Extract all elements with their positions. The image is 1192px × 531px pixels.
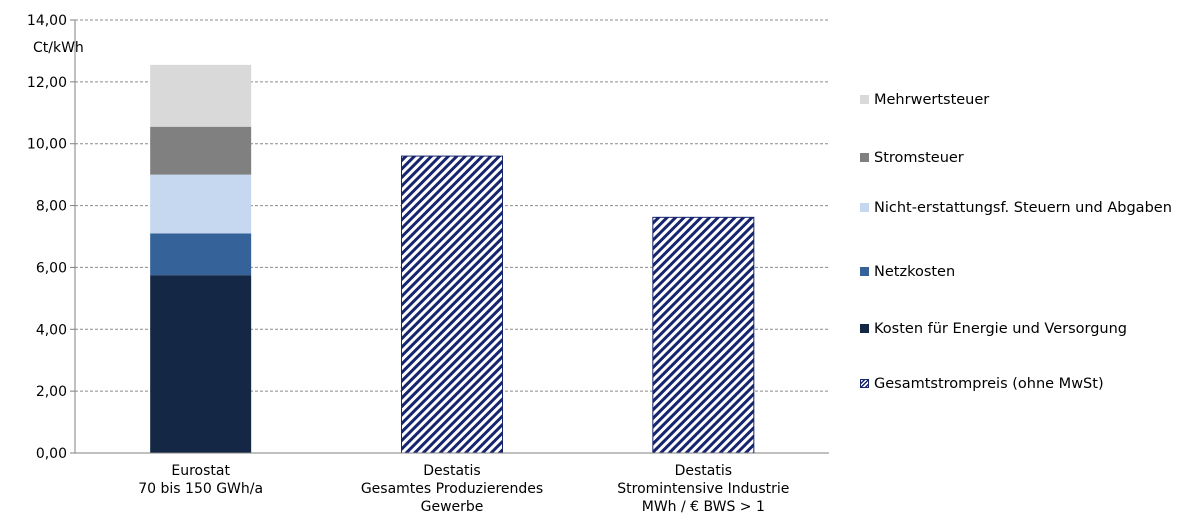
- x-category-label: Destatis Gesamtes Produzierendes Gewerbe: [361, 463, 543, 515]
- legend-item: Mehrwertsteuer: [860, 90, 1190, 110]
- y-axis-unit: Ct/kWh: [33, 40, 84, 56]
- legend-label: Nicht-erstattungsf. Steuern und Abgaben: [874, 200, 1172, 216]
- y-tick-label: 10,00: [27, 137, 67, 153]
- legend-swatch: [860, 324, 869, 333]
- x-category-label: Eurostat 70 bis 150 GWh/a: [138, 463, 263, 497]
- y-tick-label: 14,00: [27, 13, 67, 29]
- legend-swatch: [860, 153, 869, 162]
- legend-label: Gesamtstrompreis (ohne MwSt): [874, 376, 1104, 392]
- legend-label: Netzkosten: [874, 264, 956, 280]
- legend-swatch: [860, 203, 869, 212]
- bar-chart: 0,00 2,00 4,00 6,00 8,00 10,00 12,00 14,00 Euros…: [27, 13, 829, 515]
- legend-label: Mehrwertsteuer: [874, 92, 990, 108]
- bar-segment: [401, 155, 503, 454]
- legend-item: Gesamtstrompreis (ohne MwSt): [860, 374, 1190, 394]
- bar-segment: [150, 64, 252, 127]
- legend-item: Kosten für Energie und Versorgung: [860, 319, 1190, 339]
- legend-item: Stromsteuer: [860, 148, 1190, 168]
- bar-segment: [150, 275, 252, 453]
- legend-swatch: [860, 95, 869, 104]
- legend-item: Nicht-erstattungsf. Steuern und Abgaben: [860, 198, 1190, 218]
- legend-swatch: [860, 379, 869, 388]
- y-tick-label: 12,00: [27, 75, 67, 91]
- y-tick-label: 0,00: [36, 446, 67, 462]
- legend-swatch: [860, 267, 869, 276]
- y-tick-label: 8,00: [36, 199, 67, 215]
- bar-segment: [150, 174, 252, 234]
- bar-segment: [150, 126, 252, 175]
- y-tick-label: 6,00: [36, 260, 67, 276]
- legend-label: Stromsteuer: [874, 150, 964, 166]
- y-tick-label: 2,00: [36, 384, 67, 400]
- bar-segment: [150, 233, 252, 276]
- legend-label: Kosten für Energie und Versorgung: [874, 321, 1128, 337]
- legend-item: Netzkosten: [860, 262, 1190, 282]
- bar-segment: [652, 216, 755, 454]
- x-category-label: Destatis Stromintensive Industrie MWh / € …: [617, 463, 789, 515]
- y-tick-label: 4,00: [36, 322, 67, 338]
